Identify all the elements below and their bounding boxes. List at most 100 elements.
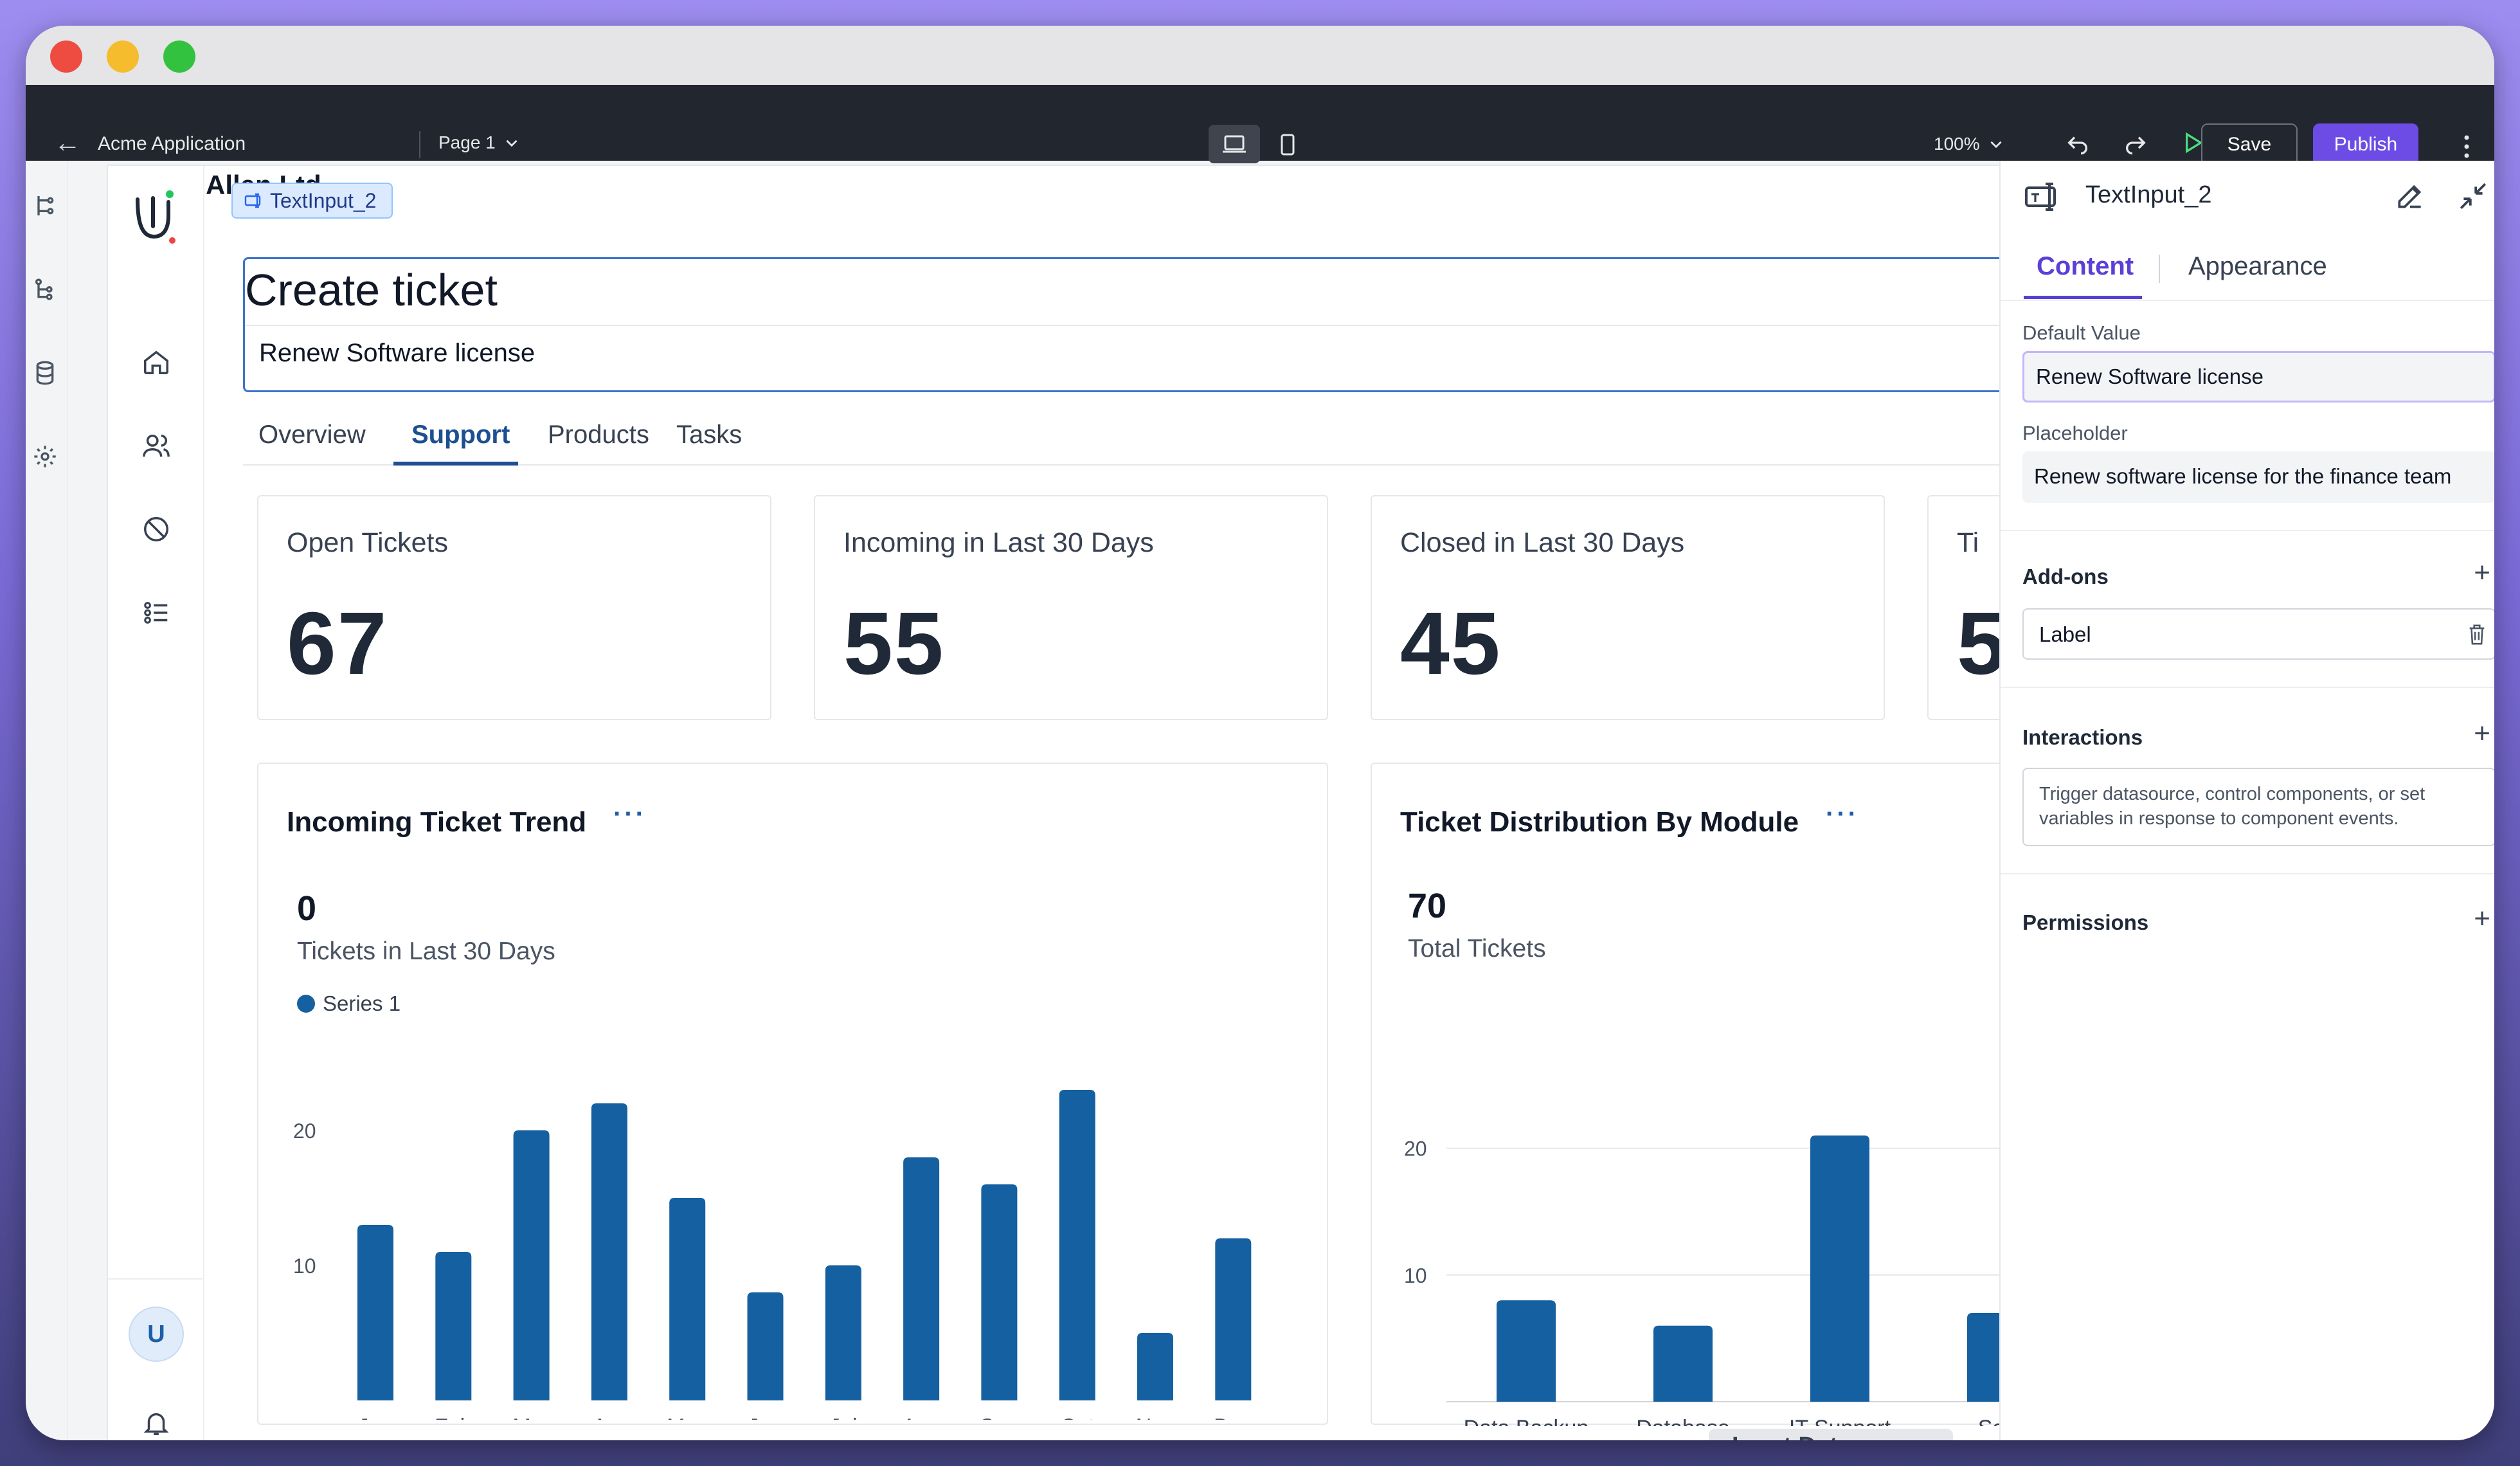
close-window-button[interactable] — [50, 41, 82, 73]
mobile-view-toggle[interactable] — [1266, 125, 1309, 163]
placeholder-label: Placeholder — [2022, 422, 2128, 444]
page-selector[interactable]: Page 1 — [438, 132, 520, 153]
x-tick-label: Jun — [748, 1415, 783, 1420]
default-value-input[interactable]: Renew Software license — [2022, 351, 2494, 403]
tab-products[interactable]: Products — [548, 421, 649, 449]
addon-label-text: Label — [2039, 622, 2091, 646]
save-button[interactable]: Save — [2201, 123, 2298, 166]
legend-label: Series 1 — [323, 991, 401, 1015]
legend-swatch — [297, 995, 315, 1013]
panel-separator — [2001, 530, 2494, 531]
input-data-label: Input Data — [1732, 1433, 1851, 1440]
database-icon[interactable] — [26, 354, 64, 392]
text-input-value[interactable]: Renew Software license — [259, 339, 536, 367]
maximize-window-button[interactable] — [163, 41, 195, 73]
active-panel-tab-indicator — [2024, 296, 2142, 299]
chart-menu-icon[interactable]: ··· — [613, 800, 647, 828]
x-tick-label: Jan — [358, 1415, 393, 1420]
bar[interactable] — [1653, 1325, 1713, 1402]
panel-separator — [2001, 300, 2494, 301]
bar[interactable] — [669, 1198, 706, 1400]
bar[interactable] — [981, 1184, 1018, 1400]
addons-heading: Add-ons — [2022, 565, 2109, 588]
y-tick-label: 10 — [1404, 1264, 1427, 1287]
tab-tasks[interactable]: Tasks — [676, 421, 742, 449]
bar[interactable] — [591, 1103, 627, 1400]
pages-icon[interactable] — [26, 186, 64, 225]
minimize-window-button[interactable] — [107, 41, 139, 73]
user-avatar[interactable]: U — [129, 1307, 184, 1362]
trash-icon[interactable] — [2466, 622, 2488, 647]
add-permission-plus-icon[interactable]: + — [2474, 903, 2490, 934]
list-icon[interactable] — [134, 590, 179, 635]
bar[interactable] — [903, 1157, 940, 1400]
panel-separator — [2001, 873, 2494, 874]
settings-gear-icon[interactable] — [26, 437, 64, 476]
selected-tag-label: TextInput_2 — [270, 188, 377, 212]
component-name[interactable]: TextInput_2 — [2085, 181, 2212, 208]
page-selector-label: Page 1 — [438, 132, 496, 152]
bar[interactable] — [747, 1292, 784, 1400]
home-icon[interactable] — [134, 339, 179, 385]
stat-label: Incoming in Last 30 Days — [843, 527, 1154, 558]
undo-icon[interactable] — [2065, 130, 2091, 156]
chart-menu-icon[interactable]: ··· — [1826, 800, 1859, 828]
input-divider — [245, 325, 1999, 326]
edit-pencil-icon[interactable] — [2394, 180, 2426, 212]
tab-appearance[interactable]: Appearance — [2188, 252, 2327, 280]
laptop-icon — [1223, 135, 1246, 153]
tab-overview[interactable]: Overview — [258, 421, 366, 449]
bar[interactable] — [1059, 1090, 1095, 1400]
x-tick-label: Sep — [980, 1415, 1019, 1420]
bar[interactable] — [357, 1225, 393, 1400]
interactions-info-box: Trigger datasource, control components, … — [2022, 768, 2494, 846]
bar[interactable] — [1497, 1300, 1556, 1402]
chart-title: Ticket Distribution By Module — [1400, 806, 1799, 838]
stat-value: 5 — [1957, 593, 1999, 695]
bar[interactable] — [1215, 1238, 1252, 1400]
x-tick-label: Apr — [592, 1415, 626, 1420]
bar[interactable] — [513, 1130, 550, 1400]
text-input-component[interactable]: Create ticket Renew Software license — [243, 257, 1999, 392]
desktop-view-toggle[interactable] — [1209, 125, 1260, 163]
placeholder-text: Renew software license for the finance t… — [2034, 464, 2452, 488]
stat-value: 45 — [1400, 594, 1502, 693]
stat-card-closed: Closed in Last 30 Days 45 — [1371, 495, 1885, 720]
input-data-tab[interactable]: Input Data — [1709, 1429, 1953, 1440]
interactions-description: Trigger datasource, control components, … — [2039, 784, 2426, 829]
x-tick-label: Mar — [512, 1415, 550, 1420]
placeholder-input[interactable]: Renew software license for the finance t… — [2022, 451, 2494, 503]
add-interaction-plus-icon[interactable]: + — [2474, 718, 2490, 749]
bar[interactable] — [1810, 1136, 1869, 1402]
tab-support[interactable]: Support — [411, 421, 510, 449]
component-tree-icon[interactable] — [26, 270, 64, 309]
bar[interactable] — [825, 1265, 861, 1400]
x-tick-label: Jul — [829, 1415, 857, 1420]
blocked-icon[interactable] — [134, 507, 179, 552]
users-icon[interactable] — [134, 423, 179, 468]
properties-panel: TextInput_2 Content Appearance Default V… — [1999, 161, 2494, 1440]
chevron-down-icon — [506, 140, 518, 147]
stat-label: Closed in Last 30 Days — [1400, 527, 1685, 558]
add-addon-plus-icon[interactable]: + — [2474, 557, 2490, 588]
selected-component-tag[interactable]: TextInput_2 — [231, 183, 393, 219]
app-sidebar: U — [108, 166, 204, 1440]
redo-icon[interactable] — [2123, 130, 2148, 156]
bell-icon[interactable] — [134, 1400, 179, 1440]
x-tick-label: Oct — [1060, 1415, 1094, 1420]
bar[interactable] — [1137, 1333, 1173, 1400]
addon-label-item[interactable]: Label — [2022, 608, 2494, 660]
play-preview-icon[interactable] — [2179, 130, 2205, 156]
bar[interactable] — [435, 1252, 472, 1400]
more-vertical-icon[interactable] — [2462, 134, 2471, 159]
tab-divider — [2159, 255, 2160, 283]
stat-card-partial: Ti 5 — [1927, 495, 1999, 720]
y-tick-label: 20 — [293, 1119, 316, 1143]
bar[interactable] — [1967, 1313, 1999, 1402]
zoom-selector[interactable]: 100% — [1934, 134, 2004, 154]
collapse-icon[interactable] — [2457, 180, 2489, 212]
publish-button[interactable]: Publish — [2313, 123, 2418, 166]
x-tick-label: Sec — [1978, 1416, 1999, 1426]
tab-content[interactable]: Content — [2037, 252, 2134, 280]
back-arrow-icon[interactable]: ← — [54, 127, 81, 158]
